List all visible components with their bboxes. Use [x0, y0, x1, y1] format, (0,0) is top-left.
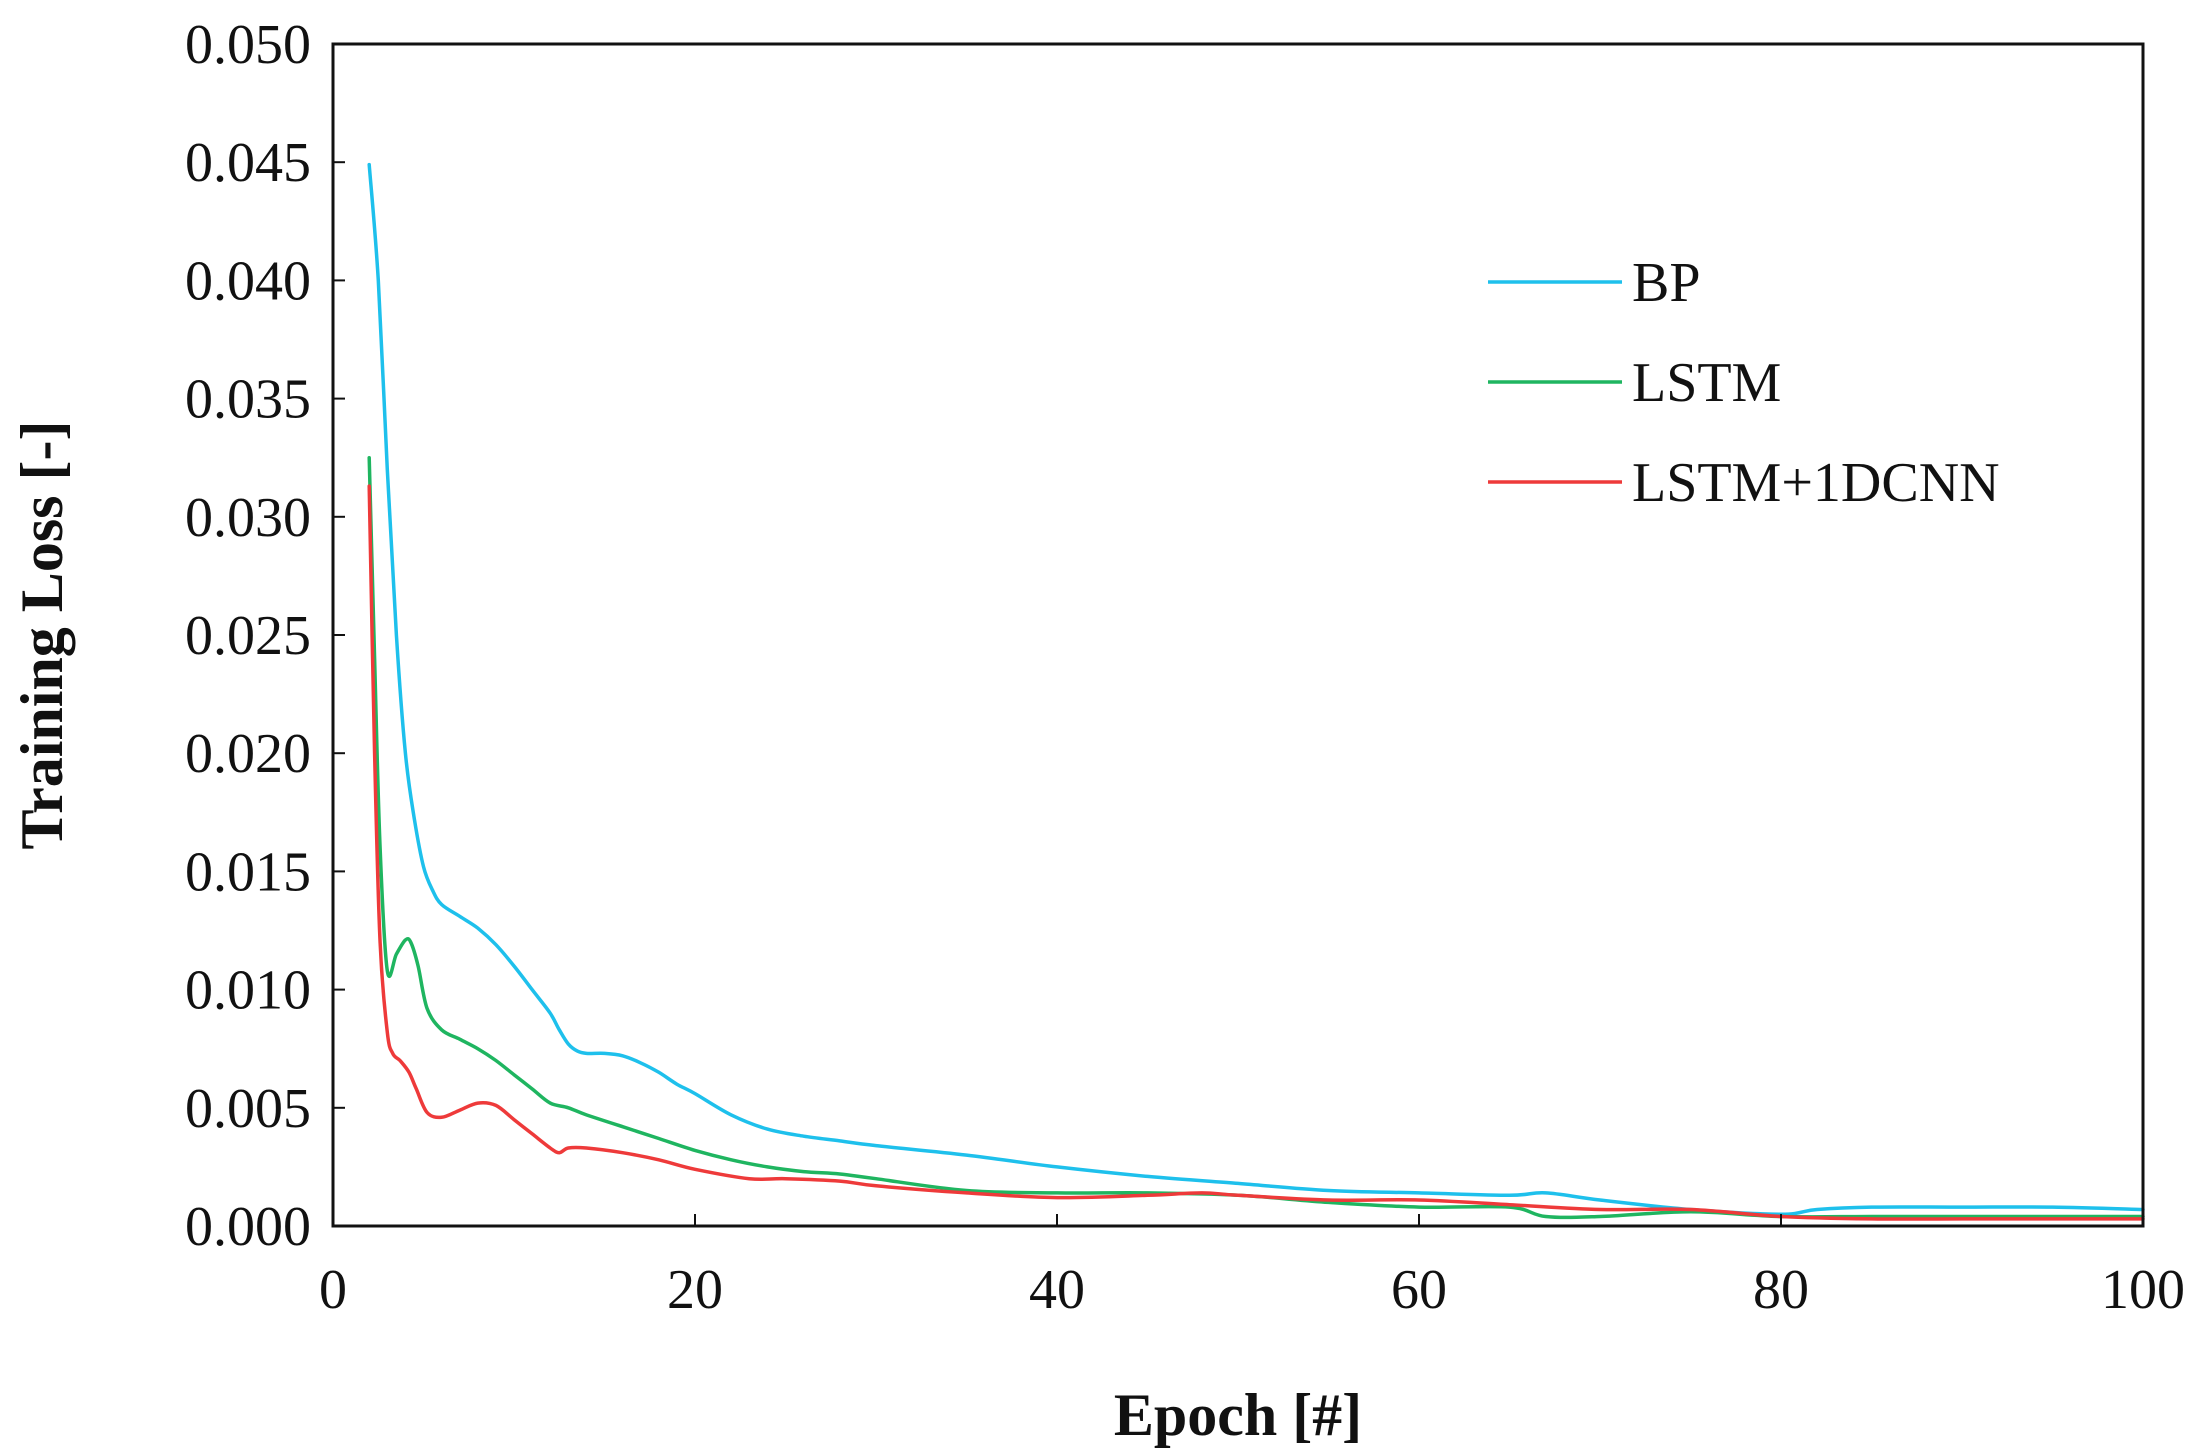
- legend: BP LSTM LSTM+1DCNN: [1488, 252, 2000, 514]
- x-tick-label: 60: [1391, 1259, 1447, 1321]
- y-tick-label: 0.040: [185, 250, 311, 312]
- y-tick-label: 0.015: [185, 841, 311, 903]
- y-tick-label: 0.000: [185, 1196, 311, 1258]
- y-axis-title: Training Loss [-]: [9, 421, 75, 850]
- legend-label-bp: BP: [1632, 252, 1701, 314]
- y-tick-label: 0.045: [185, 132, 311, 194]
- x-tick-label: 100: [2101, 1259, 2185, 1321]
- y-tick-label: 0.050: [185, 14, 311, 76]
- legend-label-lstm: LSTM: [1632, 352, 1781, 414]
- y-tick-label: 0.005: [185, 1078, 311, 1140]
- y-tick-label: 0.010: [185, 960, 311, 1022]
- y-tick-label: 0.035: [185, 369, 311, 431]
- y-tick-label: 0.030: [185, 487, 311, 549]
- x-tick-label: 0: [319, 1259, 347, 1321]
- x-tick-label: 20: [667, 1259, 723, 1321]
- x-axis-title: Epoch [#]: [1114, 1382, 1362, 1448]
- x-tick-label: 40: [1029, 1259, 1085, 1321]
- series-line-lstm-1dcnn: [367, 484, 2145, 1221]
- x-tick-label: 80: [1753, 1259, 1809, 1321]
- series-line-lstm: [367, 455, 2145, 1220]
- series-layer: [367, 162, 2145, 1221]
- legend-label-lstm-1dcnn: LSTM+1DCNN: [1632, 452, 2000, 514]
- y-axis-ticks: 0.000 0.005 0.010 0.015 0.020 0.025 0.030 0.035…: [185, 14, 345, 1258]
- series-line-bp: [367, 162, 2145, 1216]
- y-tick-label: 0.020: [185, 723, 311, 785]
- y-tick-label: 0.025: [185, 605, 311, 667]
- x-axis-ticks: 0 20 40 60 80 100: [319, 1214, 2185, 1321]
